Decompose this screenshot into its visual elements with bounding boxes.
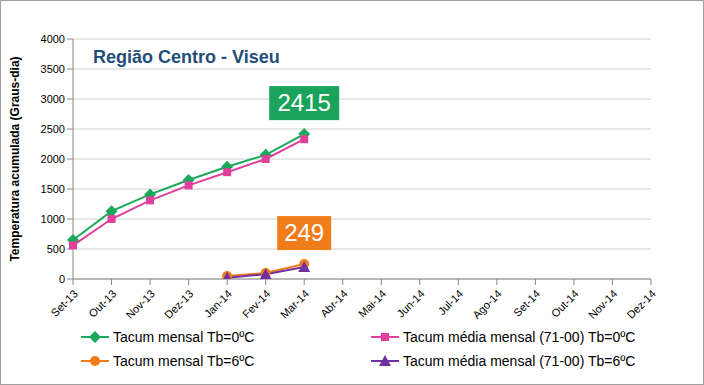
svg-text:1500: 1500 [41, 183, 65, 195]
svg-text:Ago-14: Ago-14 [470, 287, 504, 321]
svg-text:Abr-14: Abr-14 [318, 287, 350, 319]
svg-text:500: 500 [47, 243, 65, 255]
svg-text:Fev-14: Fev-14 [240, 287, 273, 320]
svg-text:249: 249 [284, 219, 324, 246]
svg-text:Set-14: Set-14 [511, 287, 542, 318]
html-text:Tacum média mensal (71-00) Tb=: Tacum média mensal (71-00) Tb=6ºC [403, 353, 636, 369]
svg-text:Jan-14: Jan-14 [202, 287, 234, 319]
svg-text:Dez-14: Dez-14 [624, 287, 658, 321]
html-text:Região Centro - Viseu: Região Centro - Viseu [93, 47, 280, 67]
svg-text:2000: 2000 [41, 153, 65, 165]
svg-text:Temperatura acumulada (Graus-d: Temperatura acumulada (Graus-dia) [8, 56, 22, 261]
html-text:Tacum mensal Tb=6ºC: Tacum mensal Tb=6ºC [113, 353, 255, 369]
html-text:Tacum média mensal (71-00) Tb=: Tacum média mensal (71-00) Tb=0ºC [403, 329, 636, 345]
svg-text:Jun-14: Jun-14 [394, 287, 426, 319]
svg-text:3500: 3500 [41, 63, 65, 75]
svg-text:Mai-14: Mai-14 [356, 287, 388, 319]
svg-text:Set-13: Set-13 [49, 287, 80, 318]
svg-text:Nov-14: Nov-14 [586, 287, 620, 321]
html-text:Tacum mensal Tb=0ºC: Tacum mensal Tb=0ºC [113, 329, 255, 345]
svg-text:Dez-13: Dez-13 [162, 287, 196, 321]
svg-text:1000: 1000 [41, 213, 65, 225]
svg-text:Nov-13: Nov-13 [123, 287, 157, 321]
svg-text:Mar-14: Mar-14 [278, 287, 311, 320]
svg-text:3000: 3000 [41, 93, 65, 105]
svg-text:4000: 4000 [41, 33, 65, 45]
svg-text:0: 0 [59, 273, 65, 285]
svg-text:Out-14: Out-14 [549, 287, 581, 319]
svg-text:Out-13: Out-13 [86, 287, 118, 319]
svg-text:2500: 2500 [41, 123, 65, 135]
svg-text:Jul-14: Jul-14 [436, 287, 466, 317]
svg-text:2415: 2415 [278, 89, 331, 116]
